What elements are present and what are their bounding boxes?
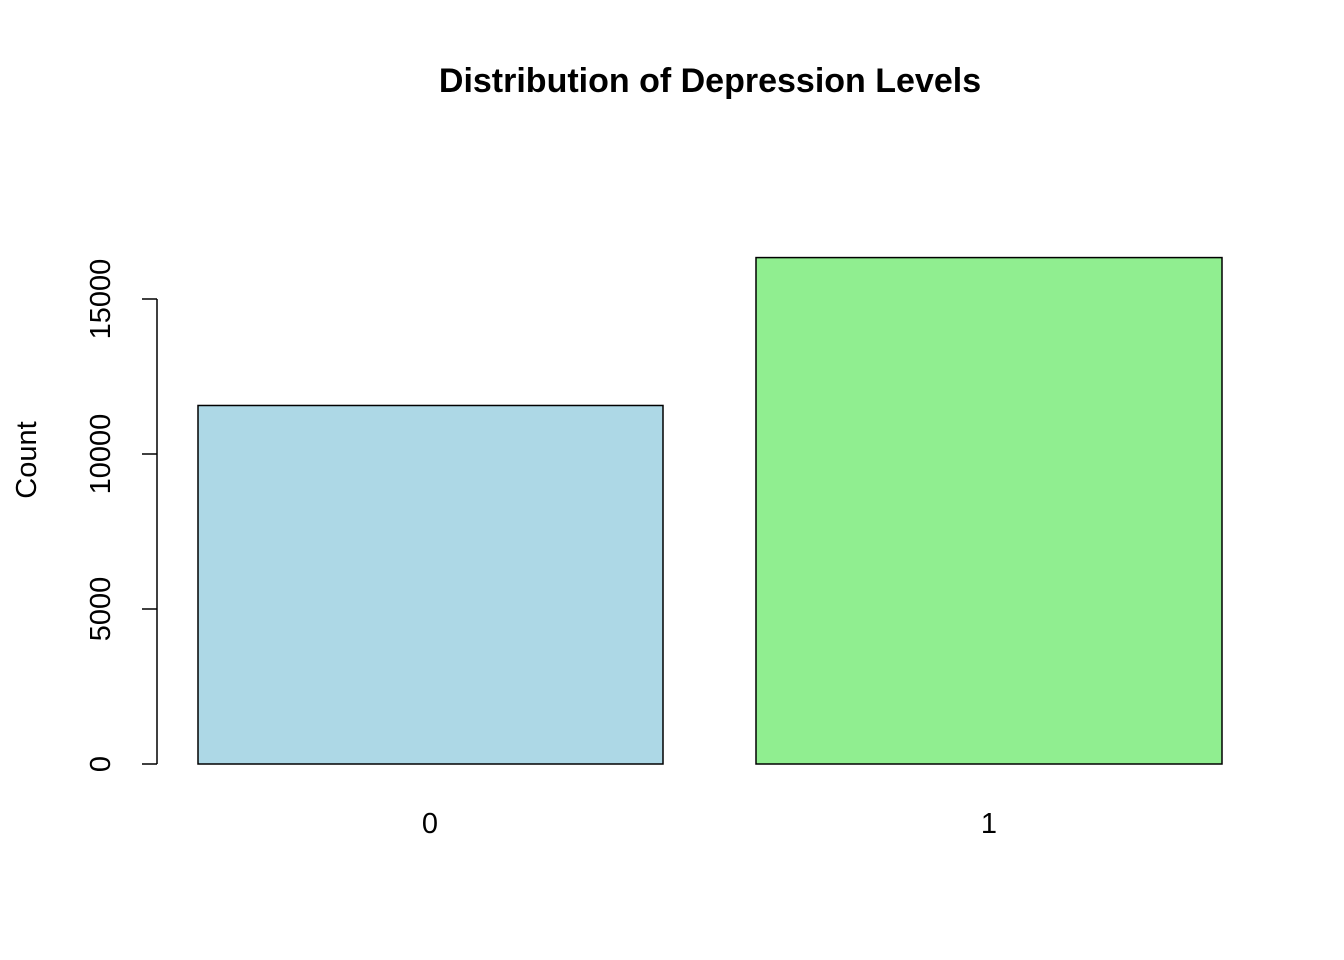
x-category-label: 1 bbox=[981, 808, 997, 840]
y-tick-label: 5000 bbox=[85, 577, 117, 642]
bars-group bbox=[197, 256, 1223, 765]
bar-0 bbox=[197, 404, 664, 765]
y-tick-label: 10000 bbox=[85, 414, 117, 495]
y-tick-label: 15000 bbox=[85, 259, 117, 340]
x-category-label: 0 bbox=[422, 808, 438, 840]
y-tick-label: 0 bbox=[85, 756, 117, 772]
chart-title: Distribution of Depression Levels bbox=[439, 62, 981, 100]
y-axis-label: Count bbox=[11, 421, 43, 498]
y-axis: 0 5000 10000 15000 bbox=[85, 259, 158, 772]
bar-1 bbox=[755, 256, 1223, 765]
